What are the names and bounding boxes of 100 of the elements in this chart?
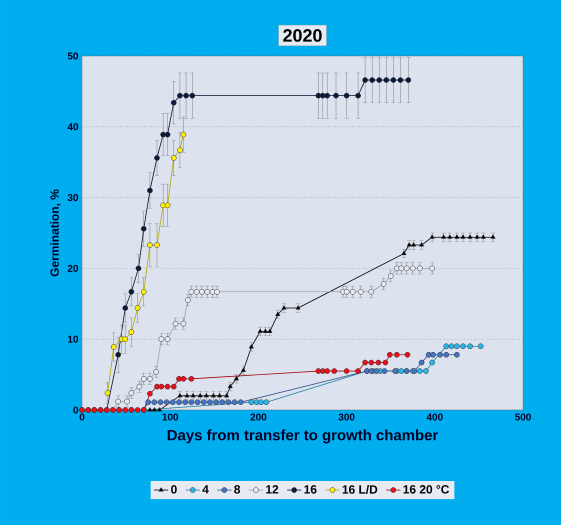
x-tick-label: 400 [426,414,443,421]
point [369,77,376,83]
point [170,399,176,406]
point [170,384,177,390]
point [128,329,134,335]
point [147,376,153,382]
point [324,92,330,98]
point [355,368,361,374]
point [467,343,473,350]
legend-label: 8 [234,485,240,494]
point [158,399,164,406]
point [240,367,246,372]
point [429,266,435,272]
point [170,155,177,161]
point [128,288,134,295]
point [151,399,158,406]
point [419,242,424,247]
point [158,384,164,390]
x-tick-label: 300 [338,414,355,421]
point [110,344,117,350]
point [382,368,388,374]
point [344,288,350,295]
point [368,360,374,366]
legend-label: 16 20 °C [403,485,450,494]
point [226,399,232,406]
point [164,202,170,208]
point [207,399,213,406]
point [362,77,368,83]
point [316,368,322,374]
point [104,390,110,396]
y-tick-label: 0 [73,406,78,414]
point [232,399,238,406]
point [147,188,153,194]
point [145,399,151,406]
point [418,360,424,366]
point [275,312,280,316]
point [264,399,270,406]
point [362,360,368,366]
x-tick-label: 100 [162,414,178,421]
point [258,399,264,406]
point [160,202,166,208]
point [324,368,330,374]
point [204,288,210,295]
point [140,288,147,295]
x-tick-label: 0 [80,414,84,421]
point [398,77,404,83]
point [404,266,410,272]
point [388,273,394,280]
point [177,392,182,398]
point [350,288,356,295]
point [180,132,186,138]
point [376,77,382,83]
point [355,92,361,98]
point [443,352,450,358]
point [394,352,400,358]
point [164,336,170,342]
point [234,376,239,380]
point [154,242,160,248]
point [154,155,160,161]
point [180,320,186,326]
point [331,368,338,374]
point [411,242,416,247]
legend-label: 16 [304,485,317,494]
y-tick-label: 10 [68,336,78,343]
point [333,92,339,98]
y-tick-label: 30 [68,194,78,202]
point [176,399,182,406]
point [281,305,286,310]
point [468,234,473,239]
point [199,288,205,295]
point [267,328,272,333]
point [177,92,183,98]
point [344,368,350,374]
point [189,92,196,98]
point [160,132,166,138]
point [158,336,164,342]
point [164,399,170,406]
point [134,407,140,413]
point [194,288,200,295]
point [380,281,386,287]
point [248,399,254,406]
point [454,352,460,358]
point [164,132,170,138]
point [430,234,435,239]
legend-label: 16 L/D [342,484,378,494]
point [410,266,416,272]
point [200,399,207,406]
point [188,376,194,382]
x-axis-title: Days from transfer to growth chamber [168,429,438,444]
point [122,336,128,342]
point [147,242,153,248]
point [423,368,429,374]
legend-label: 4 [202,485,209,494]
point [478,343,484,350]
y-tick-label: 20 [68,264,78,272]
point [416,368,423,374]
point [172,320,178,326]
point [416,266,423,272]
point [185,297,191,304]
point [164,384,170,390]
